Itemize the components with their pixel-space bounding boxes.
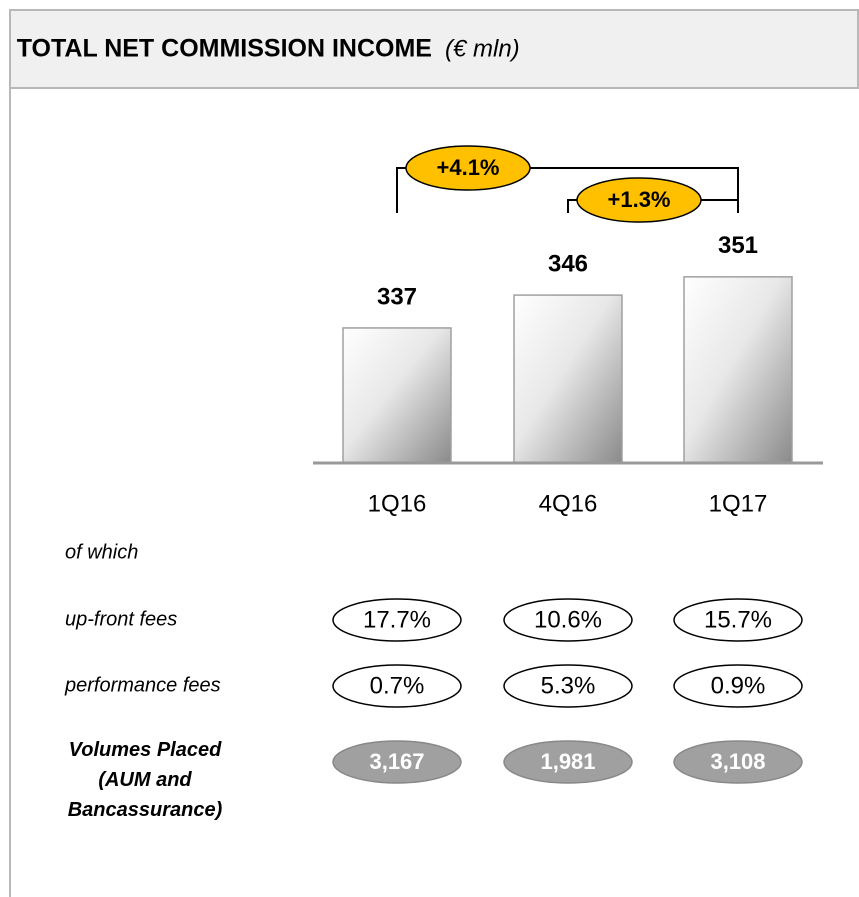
pill-label: 0.9% bbox=[711, 672, 766, 699]
pill-label: 3,108 bbox=[710, 749, 765, 774]
chart-subtitle: (€ mln) bbox=[445, 35, 520, 62]
pill-label: 5.3% bbox=[541, 672, 596, 699]
bar bbox=[342, 327, 452, 464]
row-label: Volumes Placed (AUM and Bancassurance) bbox=[67, 739, 223, 821]
pill-label: 10.6% bbox=[534, 606, 602, 633]
growth-label: +1.3% bbox=[608, 187, 671, 212]
row-label: performance fees bbox=[64, 674, 221, 696]
value-pill bbox=[673, 664, 803, 708]
value-pill bbox=[332, 664, 462, 708]
value-pill bbox=[503, 664, 633, 708]
growth-label: +4.1% bbox=[437, 155, 500, 180]
x-tick-label: 1Q17 bbox=[709, 490, 768, 517]
value-label: 346 bbox=[548, 250, 588, 277]
growth-bracket bbox=[396, 167, 739, 213]
x-tick-label: 1Q16 bbox=[368, 490, 427, 517]
value-label: 337 bbox=[377, 283, 417, 310]
row-label: up-front fees bbox=[65, 608, 177, 630]
value-pill bbox=[503, 740, 633, 784]
growth-badge bbox=[405, 145, 531, 191]
x-tick-label: 4Q16 bbox=[539, 490, 598, 517]
chart-title: TOTAL NET COMMISSION INCOME bbox=[17, 35, 432, 63]
value-pill bbox=[673, 598, 803, 642]
value-label: 351 bbox=[718, 232, 758, 259]
value-pill bbox=[332, 598, 462, 642]
breakdown-title: of which bbox=[65, 541, 138, 563]
pill-label: 0.7% bbox=[370, 672, 425, 699]
pill-label: 15.7% bbox=[704, 606, 772, 633]
value-pill bbox=[673, 740, 803, 784]
value-pill bbox=[503, 598, 633, 642]
bar bbox=[683, 276, 793, 464]
pill-label: 3,167 bbox=[369, 749, 424, 774]
growth-badge bbox=[576, 177, 702, 223]
bar bbox=[513, 294, 623, 464]
header-box bbox=[9, 9, 859, 89]
pill-label: 1,981 bbox=[540, 749, 595, 774]
value-pill bbox=[332, 740, 462, 784]
pill-label: 17.7% bbox=[363, 606, 431, 633]
